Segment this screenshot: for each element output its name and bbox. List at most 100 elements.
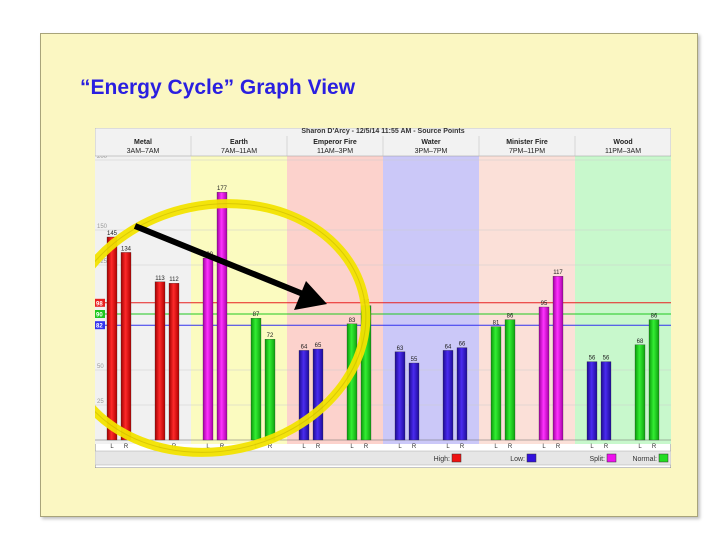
bar-side-label: L (494, 444, 498, 450)
slide-title: “Energy Cycle” Graph View (80, 76, 356, 99)
y-tick-label: 150 (97, 224, 108, 230)
bar-value-label: 64 (445, 344, 452, 350)
legend-swatch-low (526, 453, 537, 463)
y-tick-label: 125 (97, 259, 108, 265)
bar-ht-left (298, 350, 310, 441)
bar-gb-right (600, 361, 612, 441)
bar-value-label: 86 (651, 314, 658, 320)
arrow-head (294, 281, 327, 310)
bar-side-label: L (350, 444, 354, 450)
legend-label-normal: Normal: (632, 456, 657, 463)
reference-label: 98 (96, 301, 103, 307)
bar-side-label: R (364, 444, 369, 450)
reference-label: 82 (96, 324, 103, 330)
bar-li-left (154, 281, 166, 441)
bar-st-right (216, 192, 228, 441)
bar-side-label: R (508, 444, 513, 450)
bar-value-label: 95 (541, 301, 548, 307)
bar-side-label: L (110, 444, 114, 450)
bar-side-label: R (604, 444, 609, 450)
element-name: Earth (230, 139, 248, 146)
element-time: 7AM–11AM (221, 148, 257, 155)
bar-value-label: 64 (301, 344, 308, 350)
bar-li-right (168, 283, 180, 441)
bar-side-label: L (302, 444, 306, 450)
bar-value-label: 72 (267, 333, 274, 339)
bar-value-label: 66 (459, 342, 466, 348)
bar-ki-left (442, 350, 454, 441)
bar-ht-right (312, 348, 324, 441)
bar-te-right (552, 276, 564, 441)
bar-sp-left (250, 318, 262, 441)
bar-value-label: 134 (121, 246, 132, 252)
bar-st-left (202, 257, 214, 441)
element-time: 3PM–7PM (415, 148, 448, 155)
bar-side-label: R (460, 444, 465, 450)
bar-value-label: 63 (397, 346, 404, 352)
legend-label-low: Low: (510, 456, 525, 463)
arrow-shaft (133, 223, 305, 297)
bar-value-label: 65 (315, 343, 322, 349)
legend-label-high: High: (434, 456, 450, 463)
bar-side-label: R (124, 444, 129, 450)
bar-side-label: R (556, 444, 561, 450)
bar-value-label: 55 (411, 357, 418, 363)
bar-te-left (538, 306, 550, 441)
bar-value-label: 56 (589, 356, 596, 362)
bar-value-label: 145 (107, 231, 118, 237)
legend-swatch-split (606, 453, 617, 463)
element-time: 11PM–3AM (605, 148, 641, 155)
bar-pc-left (490, 326, 502, 441)
bar-value-label: 112 (169, 277, 179, 283)
bar-value-label: 117 (553, 270, 563, 276)
bar-value-label: 113 (155, 276, 165, 282)
element-time: 7PM–11PM (509, 148, 545, 155)
reference-label: 90 (96, 313, 103, 319)
bar-sp-right (264, 339, 276, 441)
bar-side-label: L (590, 444, 594, 450)
reference-badge (95, 321, 105, 330)
y-tick-label: 25 (97, 399, 104, 405)
y-tick-label: 200 (97, 154, 108, 160)
bar-lr-right (648, 319, 660, 441)
bar-pc-right (504, 319, 516, 441)
bar-value-label: 177 (217, 186, 228, 192)
bar-side-label: R (268, 444, 273, 450)
bar-ki-right (456, 347, 468, 441)
bar-bl-left (394, 351, 406, 441)
element-name: Minister Fire (506, 139, 548, 146)
legend-swatch-high (451, 453, 462, 463)
bar-side-label: R (316, 444, 321, 450)
bar-lu-left (106, 236, 118, 441)
bar-gb-left (586, 361, 598, 441)
bar-side-label: L (638, 444, 642, 450)
legend-swatch-normal (658, 453, 669, 463)
bar-value-label: 87 (253, 312, 260, 318)
bar-side-label: L (542, 444, 546, 450)
element-name: Metal (134, 139, 152, 146)
chart-header-text: Sharon D'Arcy - 12/5/14 11:55 AM - Sourc… (301, 128, 464, 135)
bar-value-label: 86 (507, 314, 514, 320)
reference-badge (95, 310, 105, 318)
bar-value-label: 83 (349, 318, 356, 324)
y-tick-label: 50 (97, 364, 104, 370)
bar-lr-left (634, 344, 646, 441)
bar-side-label: L (446, 444, 450, 450)
bar-side-label: L (206, 444, 210, 450)
bar-side-label: L (398, 444, 402, 450)
bar-value-label: 56 (603, 356, 610, 362)
bar-side-label: R (412, 444, 417, 450)
element-name: Wood (613, 139, 632, 146)
element-name: Emperor Fire (313, 139, 357, 146)
element-time: 11AM–3PM (317, 148, 353, 155)
bar-side-label: R (652, 444, 657, 450)
legend-label-split: Split: (589, 456, 605, 463)
bar-bl-right (408, 362, 420, 441)
element-name: Water (421, 139, 440, 146)
bar-lu-right (120, 252, 132, 441)
bar-value-label: 81 (493, 321, 500, 327)
element-time: 3AM–7AM (127, 148, 160, 155)
bar-value-label: 68 (637, 339, 644, 345)
